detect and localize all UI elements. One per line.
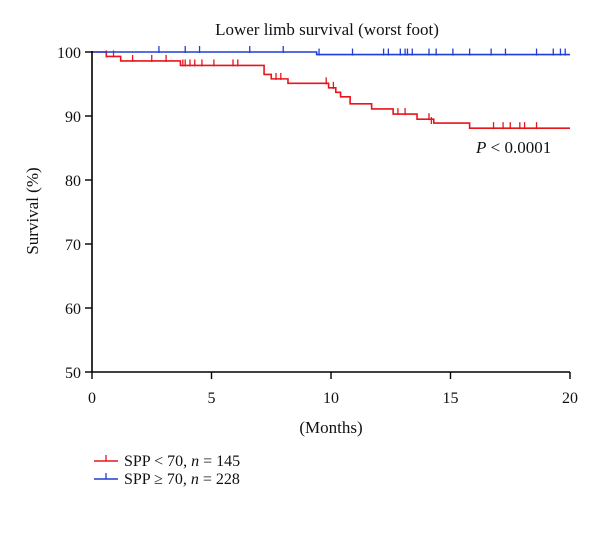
- survival-curve-2: [92, 51, 570, 56]
- y-tick-label: 100: [57, 45, 81, 62]
- y-tick-label: 50: [65, 365, 81, 382]
- legend-label-2: SPP ≥ 70, n = 228: [124, 471, 240, 488]
- y-axis-label: Survival (%): [23, 167, 42, 254]
- legend-label-part: n: [191, 453, 199, 470]
- p-value-annotation: P < 0.0001: [475, 138, 551, 157]
- y-tick-label: 90: [65, 109, 81, 126]
- x-tick-label: 15: [443, 390, 459, 407]
- x-tick-label: 5: [208, 390, 216, 407]
- y-tick-label: 60: [65, 301, 81, 318]
- legend-label-1: SPP < 70, n = 145: [124, 453, 240, 470]
- y-tick-label: 70: [65, 237, 81, 254]
- survival-curve-1: [92, 51, 570, 129]
- chart-title: Lower limb survival (worst foot): [215, 20, 439, 39]
- legend-label-part: = 145: [199, 453, 240, 470]
- x-tick-label: 10: [323, 390, 339, 407]
- legend-label-part: n: [191, 471, 199, 488]
- x-axis-label: (Months): [299, 418, 362, 437]
- x-tick-label: 0: [88, 390, 96, 407]
- plot-area: [92, 46, 570, 130]
- legend-label-part: SPP ≥ 70,: [124, 471, 191, 488]
- axes: 50 60 70 80 90 100 0 5 10 15 20: [57, 45, 578, 407]
- p-symbol: P: [475, 138, 486, 157]
- legend-label-part: SPP < 70,: [124, 453, 191, 470]
- legend-label-part: = 228: [199, 471, 240, 488]
- y-tick-label: 80: [65, 173, 81, 190]
- x-tick-label: 20: [562, 390, 578, 407]
- p-value-text: < 0.0001: [486, 138, 551, 157]
